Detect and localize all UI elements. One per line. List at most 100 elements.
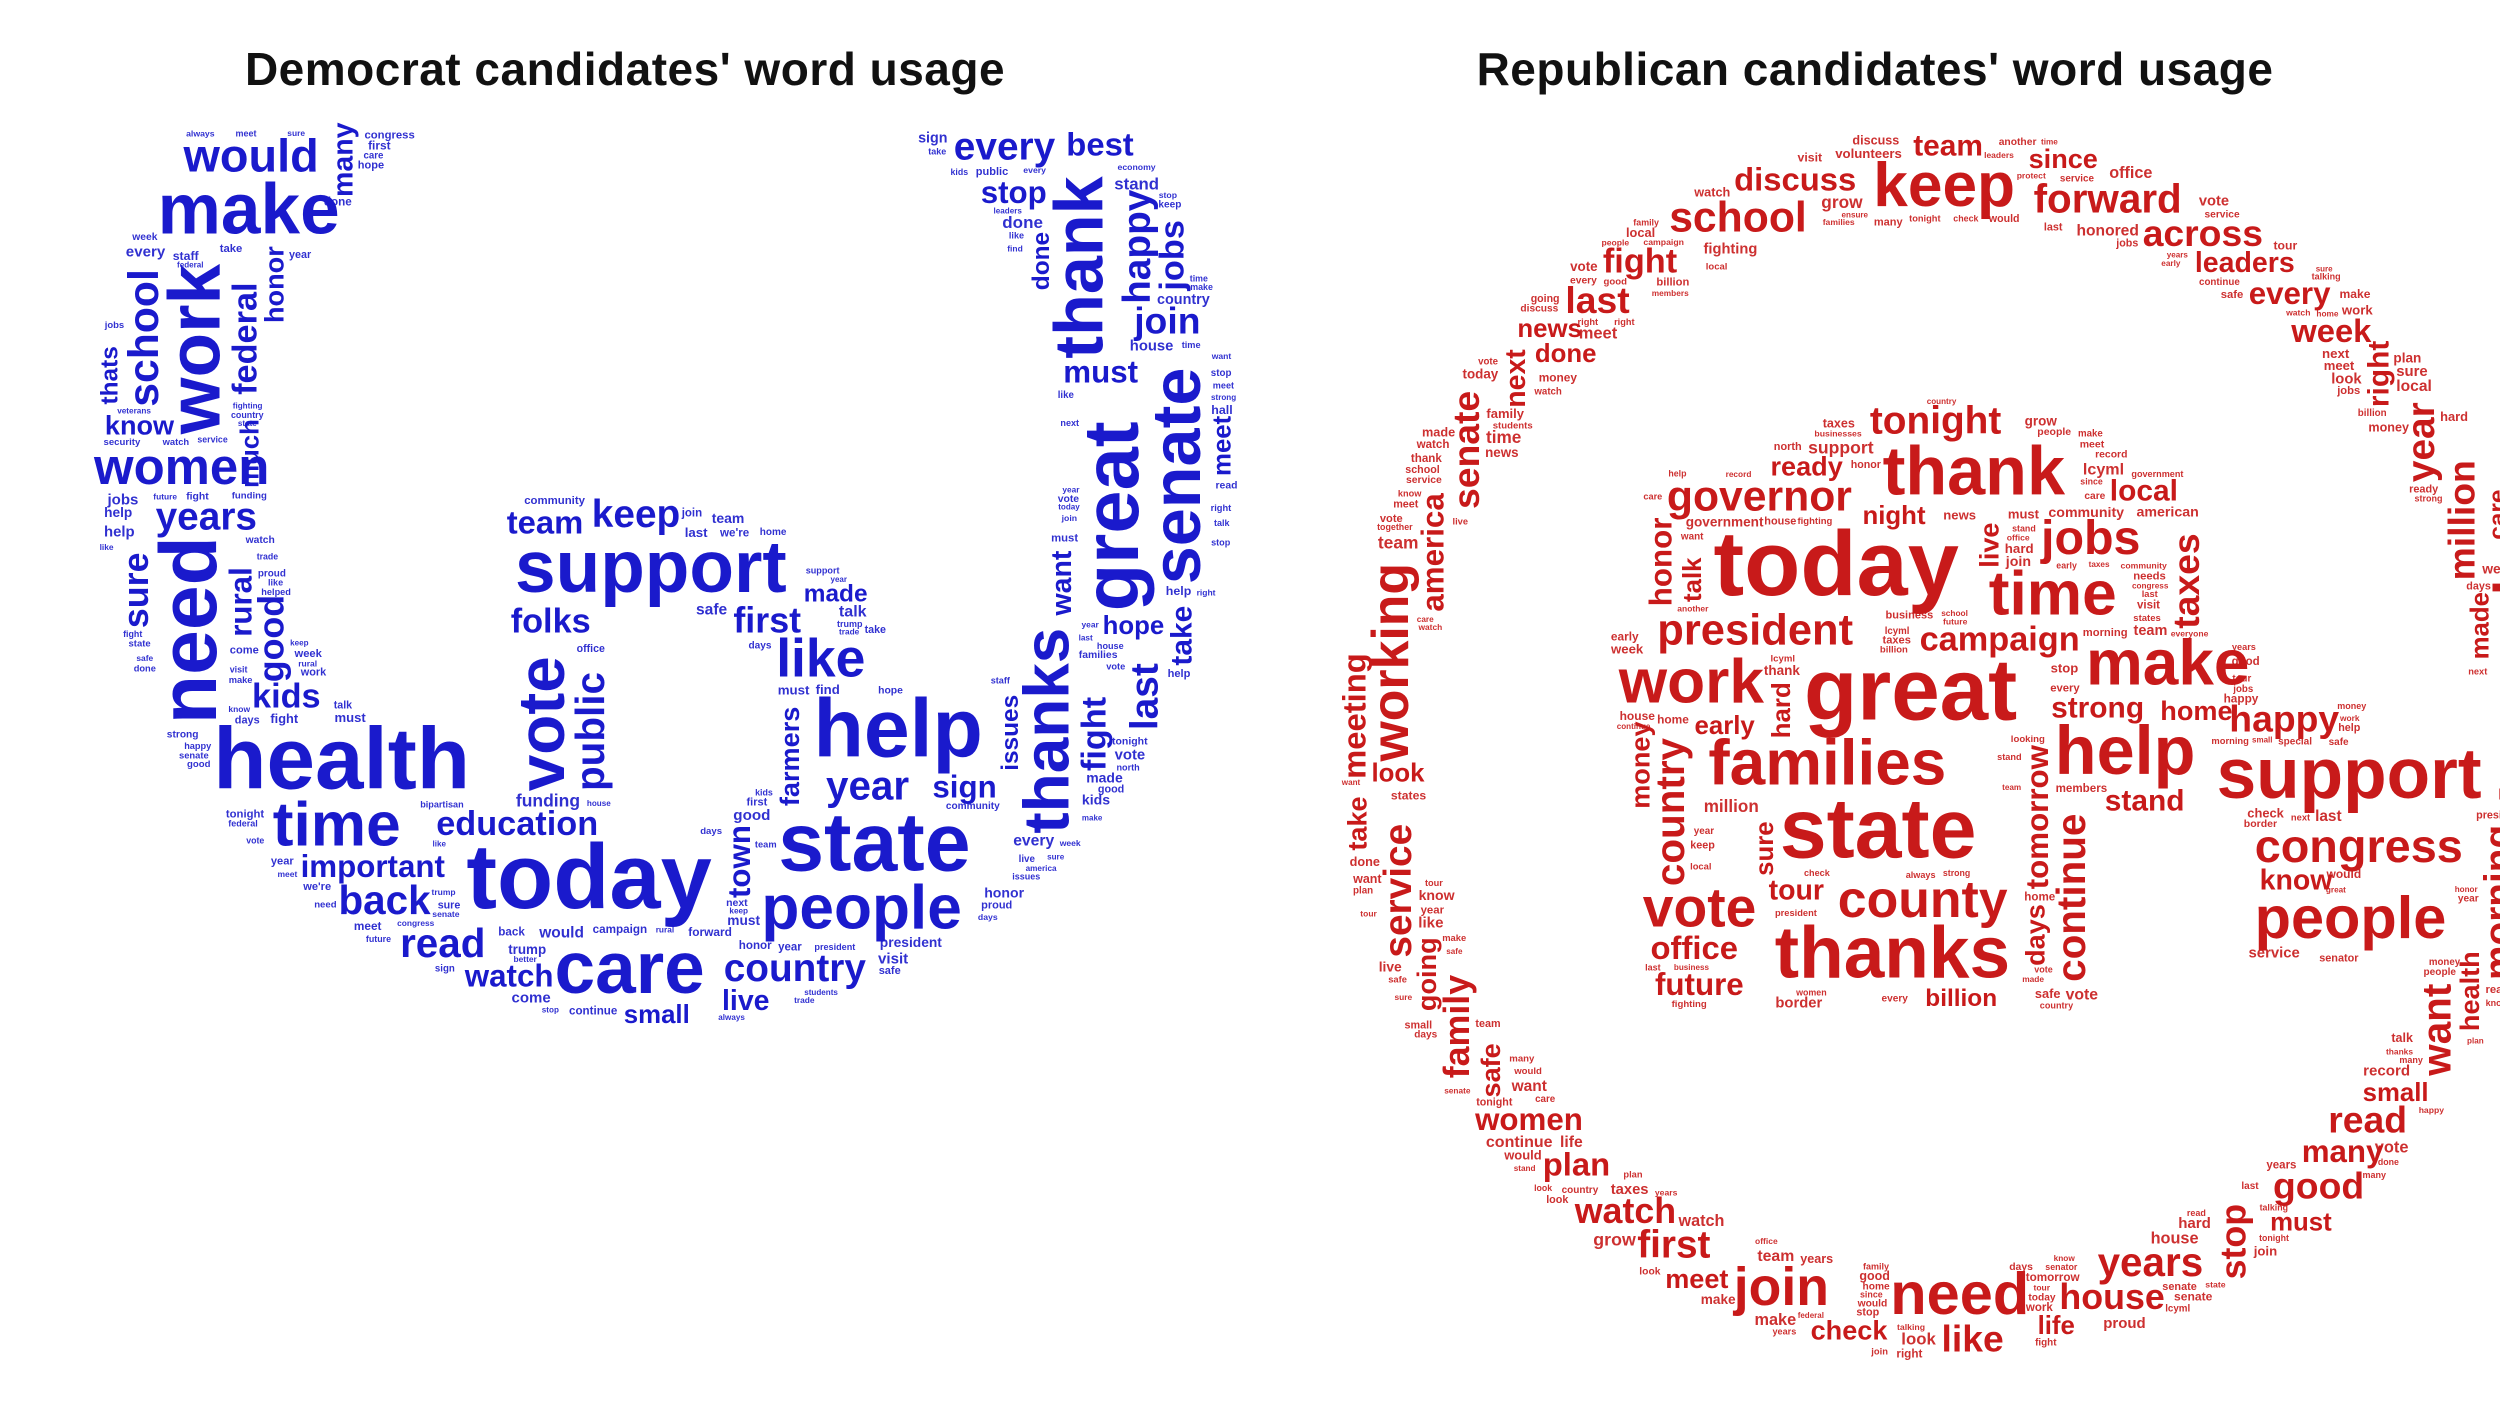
democrat-word: proud	[258, 568, 286, 579]
democrat-word: country	[1157, 292, 1210, 308]
republican-word: senator	[2319, 952, 2359, 964]
republican-word: leaders	[2195, 247, 2295, 279]
republican-word: meeting	[1335, 653, 1372, 779]
republican-word: years	[2167, 250, 2189, 259]
republican-word: vote	[1643, 877, 1756, 939]
republican-word: country	[1647, 737, 1693, 886]
republican-word: right	[1896, 1347, 1922, 1360]
republican-word: needs	[2133, 571, 2166, 583]
democrat-word: talk	[1214, 518, 1231, 528]
republican-word: american	[2137, 505, 2199, 521]
democrat-word: made	[804, 580, 868, 607]
democrat-word: talk	[839, 602, 867, 620]
democrat-word: staff	[991, 676, 1011, 686]
republican-word: take	[1342, 796, 1373, 850]
republican-word: senate	[2174, 1289, 2213, 1303]
republican-word: days	[2020, 904, 2051, 966]
republican-word: every	[1882, 993, 1909, 1004]
democrat-word: stop	[981, 175, 1047, 210]
republican-word: live	[1453, 517, 1469, 527]
democrat-word: state	[129, 638, 151, 649]
democrat-word: must	[727, 913, 760, 928]
democrat-word: vote	[505, 656, 578, 791]
democrat-word: hall	[1211, 403, 1232, 417]
republican-word: lcyml	[2165, 1303, 2190, 1314]
republican-word: jobs	[2040, 511, 2140, 565]
republican-word: work	[2025, 1302, 2053, 1314]
republican-word: continue	[2048, 814, 2094, 982]
republican-word: team	[1378, 532, 1419, 552]
democrat-word: trump	[432, 887, 456, 897]
republican-word: lcyml	[2083, 461, 2124, 479]
democrat-word: days	[700, 826, 722, 837]
democrat-word: every	[1023, 165, 1046, 175]
republican-word: across	[2143, 212, 2263, 254]
republican-word: sure	[1395, 992, 1413, 1002]
republican-word: ready	[1771, 451, 1843, 482]
republican-word: meet	[1665, 1263, 1728, 1294]
democrat-word: house	[587, 799, 611, 808]
republican-word: many	[2363, 1170, 2387, 1180]
democrat-word: jobs	[104, 320, 125, 331]
democrat-word: year	[289, 249, 312, 261]
democrat-word: like	[100, 542, 114, 552]
democrat-word: days	[235, 715, 260, 727]
democrat-word: take	[1165, 606, 1198, 666]
republican-word: vote	[2034, 965, 2053, 975]
republican-word: year	[1694, 826, 1714, 837]
democrat-word: today	[466, 826, 711, 928]
republican-word: want	[1341, 778, 1361, 787]
republican-word: last	[2315, 808, 2342, 825]
republican-word: special	[2278, 737, 2312, 748]
republican-word: made	[2467, 592, 2495, 659]
democrat-word: future	[366, 934, 391, 944]
democrat-word: funding	[516, 790, 580, 810]
republican-word: local	[1690, 861, 1711, 872]
republican-word: business	[1674, 963, 1710, 972]
republican-word: stop	[2214, 1204, 2254, 1280]
republican-word: another	[1677, 604, 1709, 614]
republican-word: support	[2217, 735, 2482, 814]
republican-word: people	[2424, 967, 2457, 978]
democrat-word: meet	[1213, 381, 1234, 391]
republican-word: read	[2187, 1208, 2206, 1218]
democrat-word: always	[186, 129, 215, 139]
republican-word: campaign	[1920, 620, 2080, 658]
republican-word: done	[1350, 855, 1380, 869]
republican-word: house	[2151, 1230, 2199, 1248]
republican-word: local	[2396, 378, 2432, 395]
democrat-word: every	[126, 243, 166, 260]
democrat-word: watch	[245, 535, 275, 546]
republican-word: look	[1546, 1194, 1569, 1206]
republican-word: team	[1757, 1248, 1794, 1265]
republican-word: right	[1578, 317, 1599, 327]
republican-word: federal	[1798, 1311, 1824, 1320]
republican-word: make	[1755, 1311, 1797, 1329]
democrat-word: read	[1216, 480, 1238, 491]
republican-word: women	[1795, 987, 1827, 997]
republican-word: visit	[2137, 600, 2160, 612]
republican-word: years	[1655, 1188, 1678, 1198]
republican-word: help	[2498, 787, 2500, 803]
democrat-word: days	[978, 912, 998, 922]
democrat-word: find	[1007, 243, 1023, 253]
republican-word: next	[1500, 349, 1532, 408]
republican-word: look	[1639, 1267, 1660, 1278]
republican-word: business	[1886, 610, 1934, 622]
democrat-word: thank	[1042, 175, 1118, 358]
republican-word: plan	[1623, 1169, 1642, 1179]
democrat-word: fight	[1076, 697, 1114, 771]
republican-word: work	[2341, 303, 2373, 318]
republican-word: would	[1513, 1066, 1542, 1077]
democrat-word: come	[230, 645, 259, 657]
republican-word: honor	[1851, 459, 1881, 471]
democrat-word: trump	[837, 619, 863, 629]
democrat-word-cloud: today health state help need great work care sup…	[93, 122, 1238, 1029]
republican-word: week	[1610, 641, 1644, 656]
republican-word: stop	[2051, 660, 2079, 675]
republican-word: honor	[1644, 518, 1679, 607]
republican-word: community	[2121, 560, 2168, 570]
republican-word: know	[2486, 998, 2500, 1008]
republican-word: help	[2338, 722, 2361, 734]
democrat-word: public	[567, 672, 613, 791]
